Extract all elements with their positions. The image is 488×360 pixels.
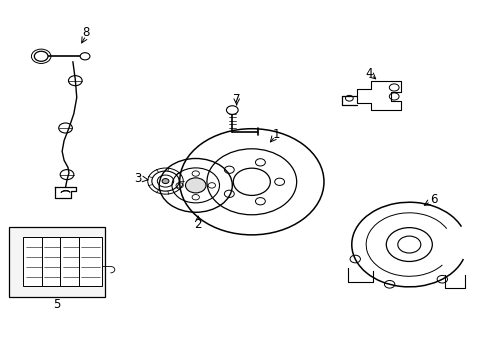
Bar <box>79 237 102 286</box>
Text: 2: 2 <box>194 217 202 231</box>
Circle shape <box>185 178 205 193</box>
Text: 7: 7 <box>232 93 240 106</box>
Text: 1: 1 <box>272 127 279 141</box>
Bar <box>9 226 104 297</box>
Circle shape <box>34 51 48 61</box>
Bar <box>23 237 46 286</box>
Text: 8: 8 <box>82 27 89 40</box>
Text: 4: 4 <box>365 67 372 80</box>
Circle shape <box>162 179 168 184</box>
Text: 5: 5 <box>53 298 61 311</box>
Bar <box>60 237 83 286</box>
Circle shape <box>226 106 238 114</box>
Text: 6: 6 <box>429 193 437 206</box>
Text: 3: 3 <box>134 172 141 185</box>
Circle shape <box>80 53 90 60</box>
Bar <box>41 237 65 286</box>
